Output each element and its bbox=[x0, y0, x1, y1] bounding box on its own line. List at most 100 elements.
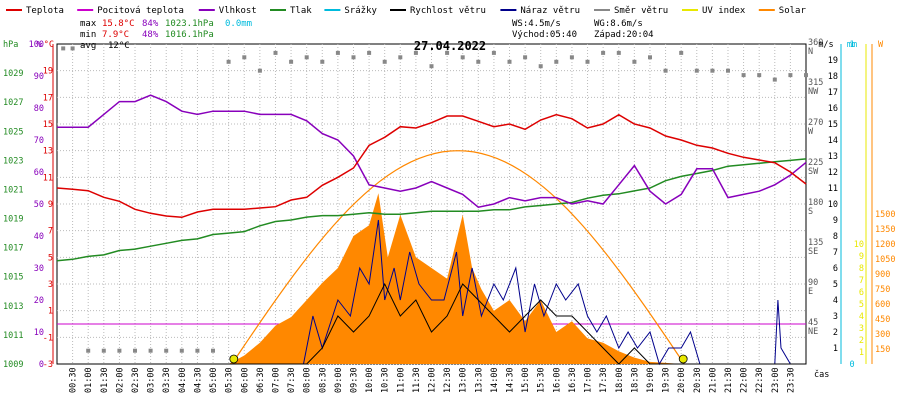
series-direction-point bbox=[86, 348, 91, 353]
solar-tick-label: 1500 bbox=[875, 210, 895, 220]
direction-tick-label: NE bbox=[808, 327, 818, 337]
series-direction-point bbox=[382, 59, 387, 64]
solar-tick-label: 1050 bbox=[875, 255, 895, 265]
temperature-tick-label: 13 bbox=[43, 147, 53, 157]
stat-max-temp: 15.8°C bbox=[102, 19, 135, 29]
humidity-tick-label: 90 bbox=[34, 72, 44, 82]
temperature-tick-label: 9 bbox=[48, 200, 53, 210]
direction-tick-value: 45 bbox=[808, 318, 818, 328]
temperature-tick-label: 15 bbox=[43, 120, 53, 130]
series-direction-point bbox=[117, 348, 122, 353]
x-tick-label: 17:30 bbox=[599, 367, 609, 393]
humidity-tick-label: 70 bbox=[34, 136, 44, 146]
stat-min-press: 1016.1hPa bbox=[165, 30, 214, 40]
stat-wind-speed: WS:4.5m/s bbox=[512, 19, 561, 29]
series-direction-point bbox=[726, 68, 730, 73]
series-direction-point bbox=[569, 55, 574, 60]
x-tick-label: 15:00 bbox=[521, 367, 531, 393]
series-direction-point bbox=[679, 50, 684, 55]
rain-tick-label: 0 bbox=[849, 360, 854, 370]
pressure-tick-label: 1015 bbox=[3, 273, 23, 283]
series-direction-point bbox=[663, 68, 668, 73]
stat-sunrise: Východ:05:40 bbox=[512, 30, 577, 40]
series-direction-point bbox=[601, 50, 606, 55]
x-tick-label: 12:30 bbox=[443, 367, 453, 393]
x-tick-label: 23:30 bbox=[786, 367, 796, 393]
series-direction-point bbox=[211, 348, 215, 353]
series-direction-point bbox=[413, 50, 418, 55]
humidity-tick-label: 30 bbox=[34, 264, 44, 274]
series-pressure-line bbox=[56, 158, 807, 262]
series-direction-point bbox=[429, 64, 434, 69]
temperature-tick-label: 11 bbox=[43, 173, 53, 183]
pressure-tick-label: 1019 bbox=[3, 215, 23, 225]
x-tick-label: 08:30 bbox=[318, 367, 328, 393]
direction-tick-value: 315 bbox=[808, 78, 823, 88]
x-tick-label: 02:30 bbox=[131, 367, 141, 393]
series-direction-point bbox=[804, 73, 808, 78]
x-tick-label: 07:00 bbox=[271, 367, 281, 393]
direction-tick-value: 90 bbox=[808, 278, 818, 288]
series-direction-point bbox=[694, 68, 699, 73]
temperature-tick-label: -3 bbox=[43, 360, 53, 370]
wind-speed-tick-label: 12 bbox=[828, 168, 838, 178]
temperature-tick-label: -1 bbox=[43, 333, 53, 343]
uv-tick-label: 1 bbox=[859, 348, 864, 358]
x-tick-label: 01:00 bbox=[84, 367, 94, 393]
x-tick-label: 22:30 bbox=[755, 367, 765, 393]
x-tick-label: 03:00 bbox=[147, 367, 157, 393]
series-direction-point bbox=[257, 68, 262, 73]
sunrise-marker bbox=[229, 354, 239, 364]
legend-label: UV index bbox=[702, 6, 746, 16]
x-tick-label: 17:00 bbox=[584, 367, 594, 393]
wind-speed-tick-label: 13 bbox=[828, 152, 838, 162]
series-direction-point bbox=[195, 348, 200, 353]
legend-label: Náraz větru bbox=[520, 6, 580, 16]
series-direction-point bbox=[538, 64, 543, 69]
temperature-tick-label: 17 bbox=[43, 93, 53, 103]
series-direction-point bbox=[289, 59, 294, 64]
series-direction-point bbox=[398, 55, 403, 60]
series-direction-point bbox=[554, 59, 559, 64]
x-tick-label: 05:00 bbox=[209, 367, 219, 393]
series-direction-point bbox=[616, 50, 621, 55]
pressure-tick-label: 1029 bbox=[3, 69, 23, 79]
solar-tick-label: 750 bbox=[875, 285, 890, 295]
series-direction-point bbox=[648, 55, 652, 60]
series-direction-point bbox=[70, 46, 75, 51]
stat-min-label: min bbox=[80, 30, 96, 40]
solar-tick-label: 600 bbox=[875, 300, 890, 310]
series-direction-point bbox=[101, 348, 106, 353]
wind-speed-tick-label: 16 bbox=[828, 104, 838, 114]
series-direction-point bbox=[304, 55, 309, 60]
series-direction-point bbox=[476, 59, 481, 64]
series-direction-point bbox=[523, 55, 528, 60]
uv-tick-label: 4 bbox=[859, 312, 864, 322]
solar-tick-label: 900 bbox=[875, 270, 890, 280]
legend-label: Pocitová teplota bbox=[97, 6, 184, 16]
series-direction-point bbox=[351, 55, 356, 60]
x-tick-label: 09:00 bbox=[334, 367, 344, 393]
pressure-axis-unit: hPa bbox=[3, 40, 18, 50]
sunset-marker bbox=[678, 354, 688, 364]
uv-tick-label: 3 bbox=[859, 324, 864, 334]
solar-tick-label: 1200 bbox=[875, 240, 895, 250]
wind-speed-tick-label: 6 bbox=[833, 264, 838, 274]
pressure-tick-label: 1011 bbox=[3, 331, 23, 341]
wind-speed-tick-label: 8 bbox=[833, 232, 838, 242]
direction-tick-label: SE bbox=[808, 247, 818, 257]
series-direction-point bbox=[585, 59, 590, 64]
series-direction-point bbox=[148, 348, 153, 353]
pressure-tick-label: 1023 bbox=[3, 156, 23, 166]
solar-tick-label: 150 bbox=[875, 345, 890, 355]
series-direction-point bbox=[242, 55, 247, 60]
x-tick-label: 13:30 bbox=[474, 367, 484, 393]
legend-label: Srážky bbox=[344, 6, 377, 16]
humidity-tick-label: 0 bbox=[39, 360, 44, 370]
series-direction-point bbox=[460, 55, 465, 60]
humidity-tick-label: 50 bbox=[34, 200, 44, 210]
x-tick-label: 13:00 bbox=[459, 367, 469, 393]
humidity-tick-label: 60 bbox=[34, 168, 44, 178]
stat-min-temp: 7.9°C bbox=[102, 30, 129, 40]
